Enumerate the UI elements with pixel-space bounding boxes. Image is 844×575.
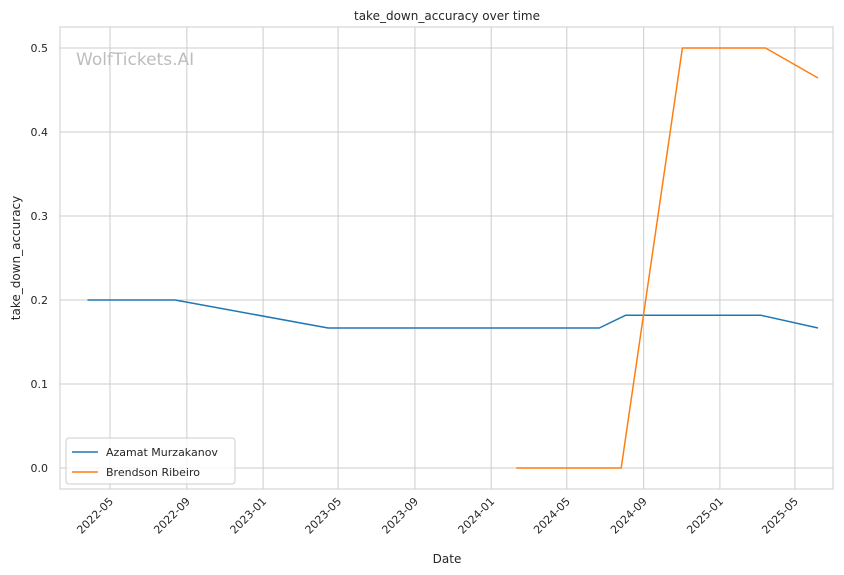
x-tick-label: 2024-01 [456, 495, 498, 537]
x-tick-label: 2023-09 [379, 495, 421, 537]
y-tick-label: 0.3 [31, 210, 49, 223]
x-tick-label: 2024-09 [608, 495, 650, 537]
y-tick-label: 0.0 [31, 462, 49, 475]
plot-area [60, 27, 833, 489]
watermark: WolfTickets.AI [76, 50, 194, 70]
plot-frame [59, 26, 834, 490]
x-axis-label: Date [433, 552, 462, 566]
y-tick-label: 0.4 [31, 126, 49, 139]
x-tick-label: 2024-05 [531, 495, 573, 537]
x-tick-label: 2025-05 [759, 495, 801, 537]
series-layer [87, 47, 819, 469]
x-tick-label: 2022-05 [74, 495, 116, 537]
y-tick-label: 0.5 [31, 42, 49, 55]
y-tick-label: 0.1 [31, 378, 49, 391]
x-tick-label: 2023-05 [303, 495, 345, 537]
x-tick-label: 2025-01 [684, 495, 726, 537]
legend-box [65, 437, 236, 485]
series-line-azamat-murzakanov [87, 299, 819, 329]
y-axis-label: take_down_accuracy [9, 196, 23, 320]
x-tick-label: 2022-09 [151, 495, 193, 537]
y-axis-ticks: 0.0 0.1 0.2 0.3 0.4 0.5 [31, 42, 49, 475]
legend-label-brendson-ribeiro: Brendson Ribeiro [106, 466, 200, 479]
legend: Azamat Murzakanov Brendson Ribeiro [65, 437, 236, 485]
legend-label-azamat-murzakanov: Azamat Murzakanov [106, 446, 218, 459]
chart-title: take_down_accuracy over time [354, 9, 540, 23]
x-axis-ticks: 2022-05 2022-09 2023-01 2023-05 2023-09 2024-… [74, 495, 801, 537]
x-tick-label: 2023-01 [228, 495, 270, 537]
series-line-brendson-ribeiro [516, 47, 819, 469]
y-tick-label: 0.2 [31, 294, 49, 307]
